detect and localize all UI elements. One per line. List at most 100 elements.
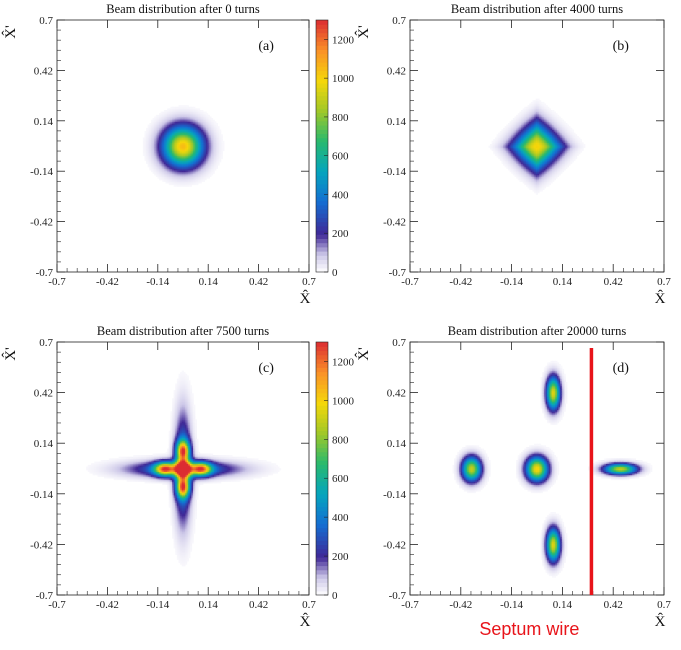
heat-cell <box>210 155 214 158</box>
heat-cell <box>136 458 139 461</box>
heat-cell <box>525 150 529 153</box>
heat-cell <box>176 161 180 165</box>
heat-cell <box>563 137 566 140</box>
heat-cell <box>204 150 207 153</box>
heat-cell <box>188 116 191 119</box>
heat-cell <box>113 460 116 463</box>
heat-cell <box>209 122 212 126</box>
heat-cell <box>578 148 581 152</box>
heat-cell <box>209 132 212 135</box>
heat-cell <box>545 145 548 148</box>
heat-cell <box>170 412 173 416</box>
heat-cell <box>516 129 519 132</box>
heat-cell <box>571 160 574 163</box>
heat-cell <box>527 137 530 140</box>
heat-cell <box>188 140 191 143</box>
heat-cell <box>175 160 178 163</box>
heat-cell <box>537 145 540 148</box>
heat-cell <box>209 153 212 156</box>
heat-cell <box>131 469 134 472</box>
heat-cell <box>561 165 565 168</box>
heat-cell <box>217 139 220 142</box>
heat-cell <box>184 182 188 186</box>
heat-cell <box>519 161 522 165</box>
heat-cell <box>197 179 201 182</box>
heat-cell <box>507 152 511 155</box>
heat-cell <box>189 153 193 156</box>
heat-cell <box>176 163 180 166</box>
heat-cell <box>535 150 538 153</box>
heat-cell <box>160 129 163 132</box>
heat-cell <box>545 111 548 114</box>
heat-cell <box>163 463 167 466</box>
heat-cell <box>152 134 155 137</box>
heat-cell <box>186 184 189 187</box>
heat-cell <box>149 466 152 469</box>
heat-cell <box>543 134 547 137</box>
heat-cell <box>519 156 522 160</box>
heat-cell <box>517 119 520 122</box>
heat-cell <box>516 137 519 140</box>
heat-cell <box>134 460 137 463</box>
heat-cell <box>553 140 556 143</box>
heat-cell <box>162 131 165 134</box>
heat-cell <box>503 158 506 161</box>
heat-cell <box>155 463 159 466</box>
heat-cell <box>167 118 170 121</box>
heat-cell <box>525 182 529 186</box>
heat-cell <box>552 156 555 160</box>
heat-cell <box>172 499 175 502</box>
heat-cell <box>162 119 165 122</box>
heat-cell <box>529 160 532 163</box>
heat-cell <box>160 165 163 168</box>
heat-cell <box>210 153 214 156</box>
heat-cell <box>511 145 514 148</box>
heat-cell <box>180 127 183 131</box>
heat-cell <box>524 137 527 140</box>
heat-cell <box>108 466 112 469</box>
heat-cell <box>162 479 165 482</box>
heat-cell <box>184 129 188 132</box>
heat-cell <box>180 171 183 174</box>
heat-cell <box>170 435 173 438</box>
heat-cell <box>507 124 511 127</box>
heat-cell <box>530 137 534 140</box>
heat-cell <box>163 165 167 168</box>
heat-cell <box>180 173 183 176</box>
heat-cell <box>553 173 556 176</box>
heat-cell <box>519 148 522 152</box>
heat-cell <box>537 108 540 111</box>
heat-cell <box>555 168 558 171</box>
heat-cell <box>565 127 568 131</box>
heat-cell <box>175 134 178 137</box>
heat-cell <box>162 127 165 131</box>
heat-cell <box>519 124 522 127</box>
heat-cell <box>550 116 553 119</box>
heat-cell <box>189 169 193 173</box>
heat-cell <box>214 134 217 137</box>
heat-cell <box>146 461 149 464</box>
heat-cell <box>170 113 173 116</box>
heat-cell <box>566 131 569 134</box>
heat-cell <box>535 165 538 168</box>
heat-cell <box>202 153 206 156</box>
heat-cell <box>212 119 215 122</box>
heat-cell <box>545 168 548 171</box>
heat-cell <box>165 131 168 134</box>
heat-cell <box>105 474 108 477</box>
heat-cell <box>194 153 197 156</box>
heat-cell <box>184 140 188 143</box>
heat-cell <box>168 163 171 166</box>
heat-cell <box>178 106 181 109</box>
heat-cell <box>165 466 168 469</box>
heat-cell <box>139 469 142 472</box>
heat-cell <box>574 156 578 160</box>
heat-cell <box>184 111 188 114</box>
heat-cell <box>172 174 175 178</box>
heat-cell <box>212 156 215 160</box>
heat-cell <box>517 124 520 127</box>
heat-cell <box>519 137 522 140</box>
heat-cell <box>144 464 147 468</box>
heat-cell <box>168 166 171 169</box>
heat-cell <box>173 118 176 121</box>
